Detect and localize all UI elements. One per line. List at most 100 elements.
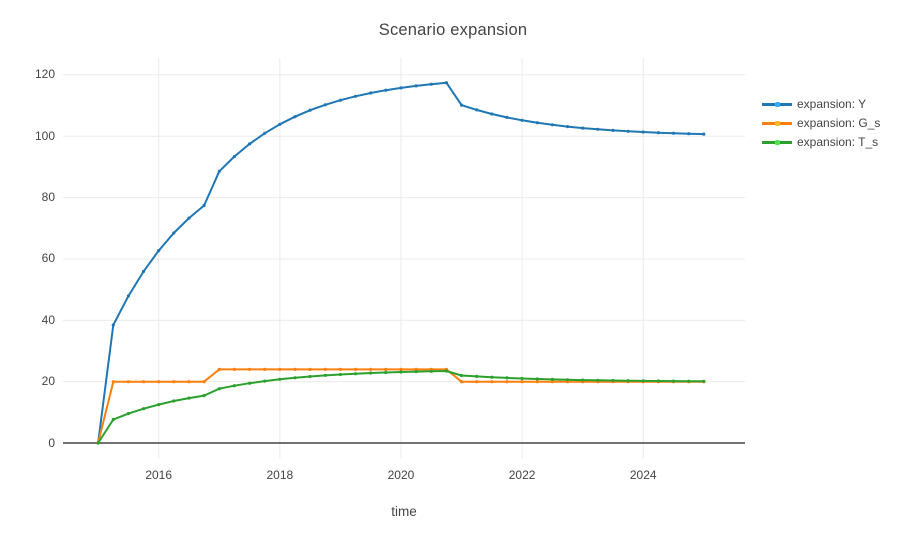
data-point-marker[interactable] — [126, 294, 130, 298]
data-point-marker[interactable] — [126, 380, 130, 384]
data-point-marker[interactable] — [626, 129, 630, 133]
data-point-marker[interactable] — [126, 412, 130, 416]
data-point-marker[interactable] — [157, 380, 161, 384]
data-point-marker[interactable] — [248, 381, 252, 385]
data-point-marker[interactable] — [581, 126, 585, 130]
data-point-marker[interactable] — [187, 216, 191, 220]
data-point-marker[interactable] — [414, 370, 418, 374]
data-point-marker[interactable] — [111, 417, 115, 422]
data-point-marker[interactable] — [111, 323, 115, 327]
data-point-marker[interactable] — [248, 142, 252, 146]
data-point-marker[interactable] — [248, 367, 252, 371]
data-point-marker[interactable] — [459, 103, 464, 107]
data-point-marker[interactable] — [353, 367, 358, 371]
data-point-marker[interactable] — [157, 403, 161, 407]
data-point-marker[interactable] — [641, 379, 645, 383]
data-point-marker[interactable] — [96, 441, 100, 445]
data-point-marker[interactable] — [520, 376, 524, 381]
data-point-marker[interactable] — [611, 128, 615, 132]
data-point-marker[interactable] — [459, 380, 464, 384]
data-point-marker[interactable] — [505, 115, 509, 119]
data-point-marker[interactable] — [384, 88, 388, 92]
data-point-marker[interactable] — [308, 374, 312, 379]
data-point-marker[interactable] — [475, 108, 479, 112]
data-point-marker[interactable] — [172, 231, 176, 235]
data-point-marker[interactable] — [369, 371, 373, 375]
data-point-marker[interactable] — [535, 121, 539, 125]
data-point-marker[interactable] — [157, 249, 161, 253]
data-point-marker[interactable] — [338, 98, 342, 102]
data-point-marker[interactable] — [550, 123, 555, 127]
data-point-marker[interactable] — [550, 377, 555, 381]
data-point-marker[interactable] — [323, 103, 327, 107]
data-point-marker[interactable] — [596, 127, 600, 131]
data-point-marker[interactable] — [414, 367, 418, 371]
data-point-marker[interactable] — [444, 369, 448, 373]
data-point-marker[interactable] — [278, 377, 282, 381]
data-point-marker[interactable] — [490, 375, 494, 379]
data-point-marker[interactable] — [565, 378, 570, 382]
data-point-marker[interactable] — [142, 380, 146, 384]
data-point-marker[interactable] — [202, 394, 206, 398]
data-point-marker[interactable] — [338, 372, 342, 377]
data-point-marker[interactable] — [142, 407, 146, 411]
data-point-marker[interactable] — [293, 376, 297, 380]
data-point-marker[interactable] — [353, 94, 358, 98]
data-point-marker[interactable] — [384, 370, 388, 375]
data-point-marker[interactable] — [308, 367, 312, 371]
data-point-marker[interactable] — [232, 154, 236, 159]
data-point-marker[interactable] — [459, 373, 464, 378]
data-point-marker[interactable] — [142, 269, 146, 273]
data-point-marker[interactable] — [399, 367, 403, 371]
data-point-marker[interactable] — [475, 380, 479, 384]
data-point-marker[interactable] — [414, 84, 418, 88]
data-point-marker[interactable] — [187, 380, 191, 384]
data-point-marker[interactable] — [263, 131, 267, 135]
data-point-marker[interactable] — [217, 367, 221, 371]
data-point-marker[interactable] — [611, 378, 615, 383]
data-point-marker[interactable] — [641, 130, 645, 134]
data-point-marker[interactable] — [293, 115, 297, 119]
data-point-marker[interactable] — [202, 380, 206, 384]
data-point-marker[interactable] — [520, 380, 524, 384]
data-point-marker[interactable] — [263, 379, 267, 383]
data-point-marker[interactable] — [656, 379, 661, 383]
data-point-marker[interactable] — [535, 380, 539, 384]
data-point-marker[interactable] — [626, 379, 630, 383]
data-point-marker[interactable] — [111, 380, 115, 384]
data-point-marker[interactable] — [338, 367, 342, 371]
data-point-marker[interactable] — [429, 82, 433, 86]
data-point-marker[interactable] — [596, 378, 600, 382]
data-point-marker[interactable] — [308, 108, 312, 112]
data-point-marker[interactable] — [429, 369, 433, 373]
data-point-marker[interactable] — [399, 370, 403, 374]
data-point-marker[interactable] — [202, 203, 206, 208]
data-point-marker[interactable] — [172, 380, 176, 384]
data-point-marker[interactable] — [702, 379, 706, 383]
data-point-marker[interactable] — [565, 125, 570, 129]
data-point-marker[interactable] — [369, 91, 373, 95]
data-point-marker[interactable] — [384, 367, 388, 371]
data-point-marker[interactable] — [232, 384, 236, 388]
data-point-marker[interactable] — [353, 372, 358, 376]
data-point-marker[interactable] — [671, 379, 676, 383]
data-point-marker[interactable] — [293, 367, 297, 371]
data-point-marker[interactable] — [369, 367, 373, 371]
data-point-marker[interactable] — [323, 373, 327, 377]
data-point-marker[interactable] — [687, 379, 691, 383]
legend-item[interactable]: expansion: G_s — [762, 116, 880, 130]
data-point-marker[interactable] — [520, 118, 524, 122]
data-point-marker[interactable] — [323, 367, 327, 371]
data-point-marker[interactable] — [490, 380, 494, 384]
data-point-marker[interactable] — [278, 367, 282, 371]
data-point-marker[interactable] — [505, 376, 509, 380]
data-point-marker[interactable] — [490, 112, 494, 116]
legend-item[interactable]: expansion: T_s — [762, 135, 880, 149]
data-point-marker[interactable] — [535, 377, 539, 381]
data-point-marker[interactable] — [505, 380, 509, 384]
data-point-marker[interactable] — [702, 132, 706, 136]
legend-item[interactable]: expansion: Y — [762, 97, 880, 111]
data-point-marker[interactable] — [687, 132, 691, 136]
data-point-marker[interactable] — [217, 169, 221, 173]
